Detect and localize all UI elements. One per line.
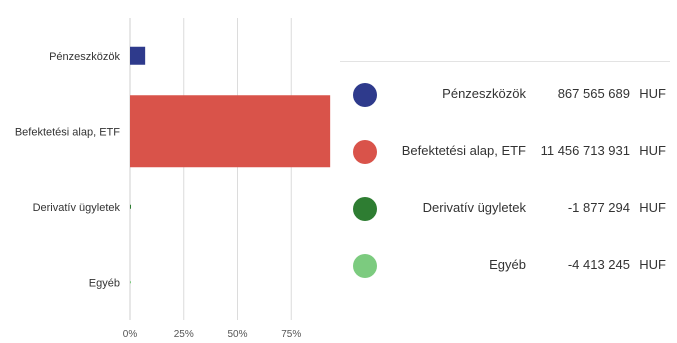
legend-item-value: 867 565 689 [557, 86, 630, 101]
category-label: Pénzeszközök [49, 51, 120, 63]
legend-item-egyeb: Egyéb -4 413 245 HUF [340, 237, 670, 294]
legend-swatch [353, 254, 377, 278]
x-tick-label: 50% [227, 329, 247, 340]
bar [130, 95, 331, 168]
x-tick-label: 75% [281, 329, 301, 340]
legend-item-label: Egyéb [489, 257, 526, 272]
legend-item-derivativ-ugyletek: Derivatív ügyletek -1 877 294 HUF [340, 180, 670, 237]
legend-item-unit: HUF [639, 143, 666, 158]
category-label: Derivatív ügyletek [33, 202, 121, 214]
legend-item-penzeszkozok: Pénzeszközök 867 565 689 HUF [340, 66, 670, 123]
legend-item-unit: HUF [639, 200, 666, 215]
legend-item-label: Derivatív ügyletek [422, 200, 526, 215]
legend-swatch [353, 83, 377, 107]
legend-item-unit: HUF [639, 257, 666, 272]
legend-item-unit: HUF [639, 86, 666, 101]
legend-swatch [353, 140, 377, 164]
legend: Pénzeszközök 867 565 689 HUF Befektetési… [340, 61, 670, 294]
legend-item-value: -1 877 294 [567, 200, 630, 215]
x-tick-label: 25% [174, 329, 194, 340]
x-tick-label: 0% [123, 329, 138, 340]
legend-swatch [353, 197, 377, 221]
legend-item-label: Befektetési alap, ETF [401, 143, 526, 158]
bar [130, 204, 131, 209]
bar [130, 281, 131, 284]
legend-item-value: 11 456 713 931 [540, 143, 630, 158]
legend-item-befektetesi-alap: Befektetési alap, ETF 11 456 713 931 HUF [340, 123, 670, 180]
category-label: Befektetési alap, ETF [15, 126, 120, 138]
legend-item-value: -4 413 245 [567, 257, 630, 272]
legend-divider [340, 61, 670, 62]
legend-item-label: Pénzeszközök [442, 86, 526, 101]
bar [130, 46, 146, 65]
category-label: Egyéb [89, 277, 120, 289]
